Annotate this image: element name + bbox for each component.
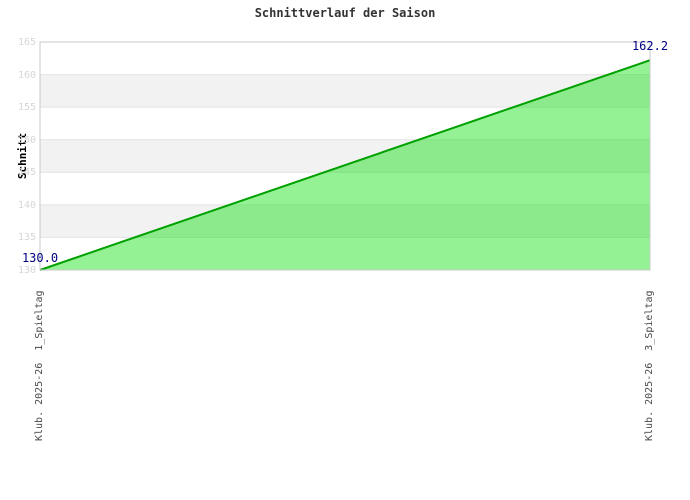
x-tick-label-last: Klub. 2025-26 3_Spieltag	[644, 290, 655, 441]
chart-title: Schnittverlauf der Saison	[254, 6, 436, 20]
point-label-end: 162.2	[631, 39, 669, 53]
y-tick-label: 130	[17, 265, 36, 276]
plot-border	[39, 41, 651, 271]
y-tick-label: 155	[17, 102, 36, 114]
y-tick-label: 160	[17, 69, 36, 81]
plot-band	[40, 139, 650, 173]
point-label-start: 130.0	[21, 251, 59, 265]
trend-line	[39, 59, 651, 271]
area-fill	[40, 60, 650, 270]
y-tick-label: 150	[17, 134, 36, 146]
plot-band	[40, 74, 650, 108]
plot-band	[40, 204, 650, 238]
y-tick-label: 135	[17, 232, 36, 244]
y-tick-label: 140	[17, 199, 36, 211]
y-tick-label: 145	[17, 167, 36, 179]
y-tick-label: 165	[17, 37, 36, 48]
x-tick-label-first: Klub. 2025-26 1_Spieltag	[34, 290, 45, 441]
